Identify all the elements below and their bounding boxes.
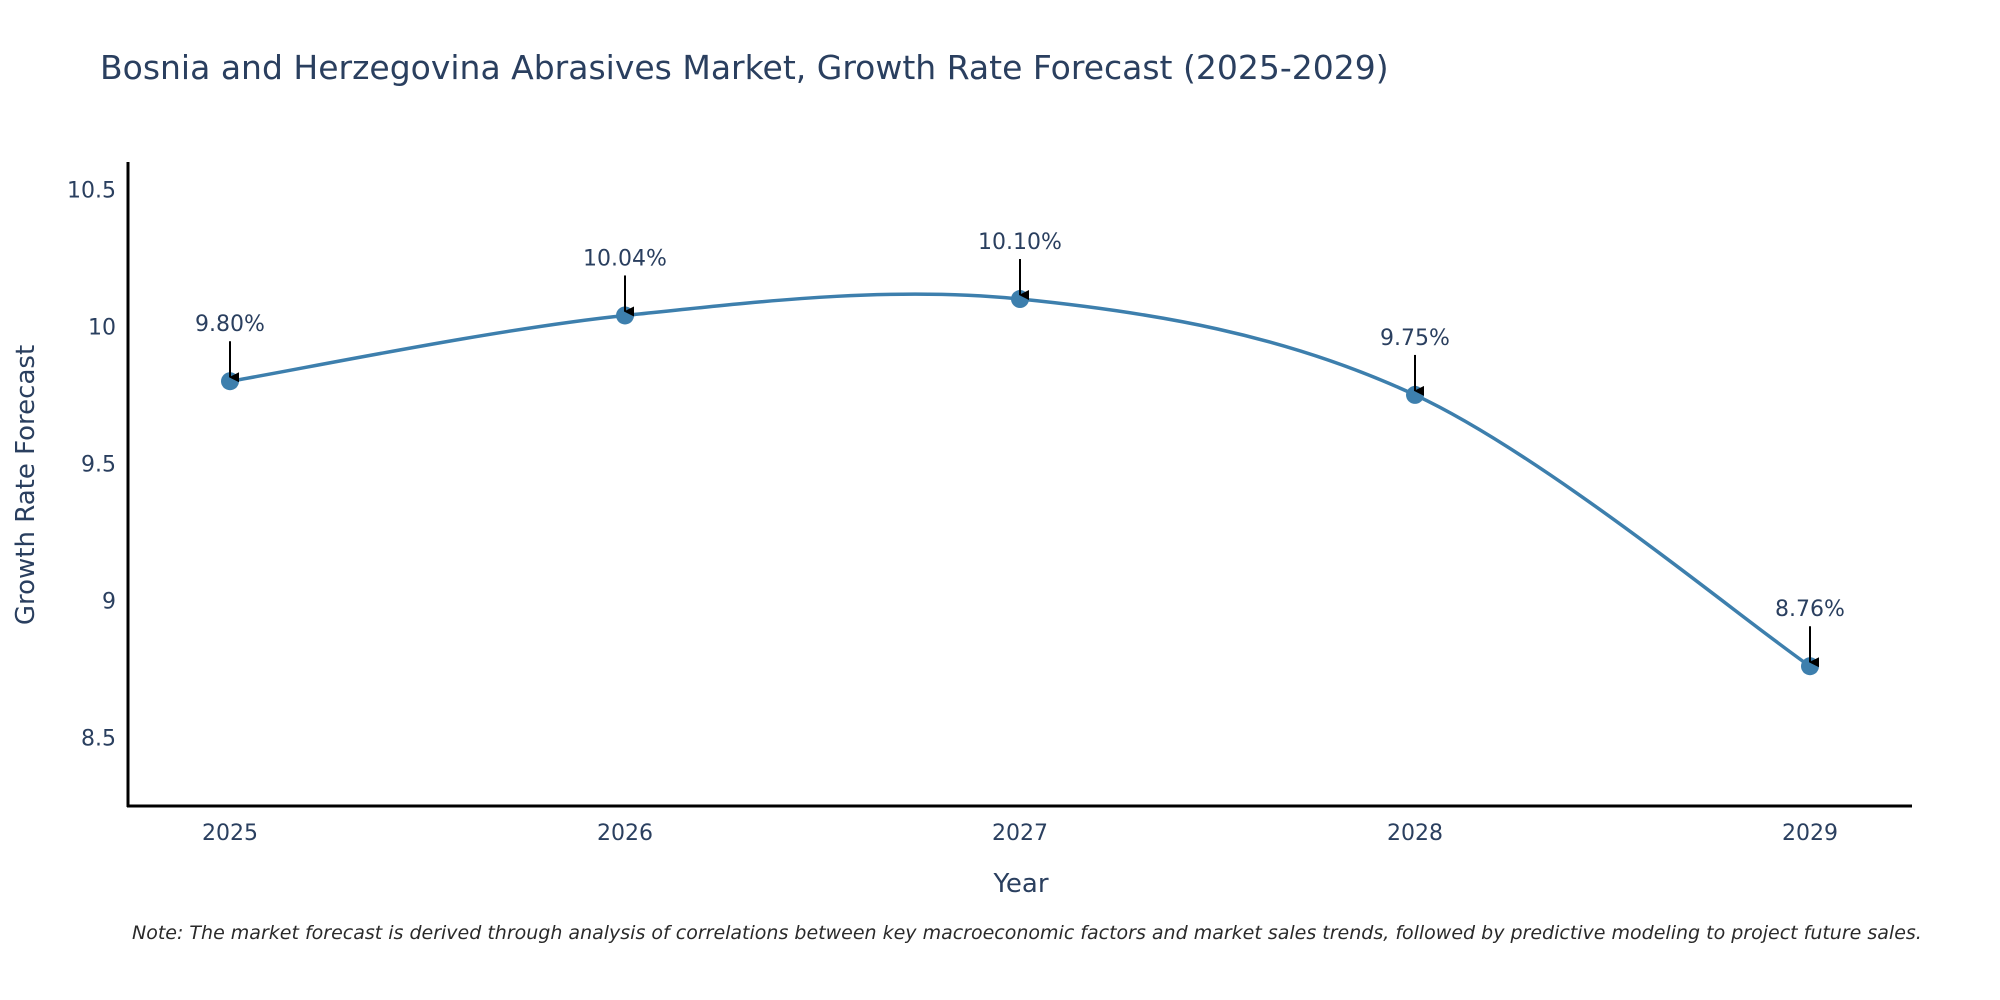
y-tick-label: 10 — [88, 315, 116, 340]
y-tick-label: 9 — [102, 589, 116, 614]
series-line — [229, 292, 1811, 668]
data-label-2027: 10.10% — [978, 230, 1062, 255]
y-tick-label: 10.5 — [67, 178, 116, 203]
footnote: Note: The market forecast is derived thr… — [132, 922, 1922, 944]
series-growth-rate — [221, 290, 1819, 676]
data-label-2029: 8.76% — [1775, 597, 1845, 622]
y-axis: 8.5 9 9.5 10 10.5 — [67, 162, 130, 807]
data-label-2026: 10.04% — [583, 246, 667, 271]
y-tick-label: 9.5 — [81, 452, 116, 477]
data-labels: 9.80% 10.04% 10.10% 9.75% 8.76% — [195, 230, 1845, 668]
data-label-2025: 9.80% — [195, 312, 265, 337]
x-tick-label: 2025 — [202, 821, 258, 846]
y-tick-label: 8.5 — [81, 726, 116, 751]
x-tick-label: 2029 — [1782, 821, 1838, 846]
chart-title: Bosnia and Herzegovina Abrasives Market,… — [100, 48, 1389, 87]
x-tick-label: 2027 — [992, 821, 1048, 846]
x-axis: 2025 2026 2027 2028 2029 — [127, 804, 1912, 846]
x-tick-label: 2026 — [597, 821, 653, 846]
data-label-2028: 9.75% — [1380, 326, 1450, 351]
y-axis-title: Growth Rate Forecast — [11, 345, 41, 625]
x-axis-title: Year — [992, 869, 1048, 899]
x-tick-label: 2028 — [1387, 821, 1443, 846]
